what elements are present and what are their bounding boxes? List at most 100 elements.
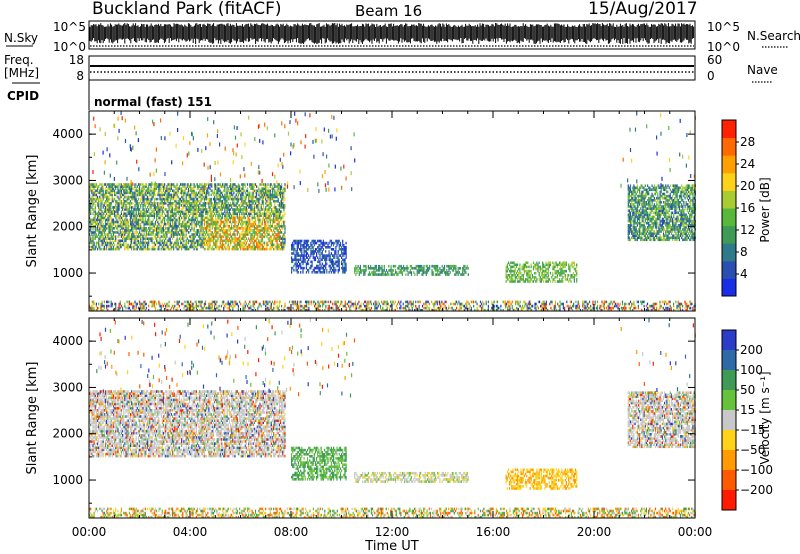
power-echo-cell (217, 227, 219, 230)
power-echo-cell (141, 195, 143, 199)
power-echo-cell (191, 208, 193, 211)
power-echo-cell (231, 214, 233, 218)
power-echo-cell (194, 218, 196, 222)
power-echo-cell (111, 247, 113, 251)
power-echo-cell (91, 241, 93, 245)
power-echo-cell (203, 191, 205, 195)
power-echo-cell (246, 231, 249, 234)
power-echo-cell (233, 208, 235, 211)
power-echo-cell (174, 218, 176, 222)
power-echo-cell (214, 227, 216, 230)
power-echo-cell (234, 218, 236, 222)
power-echo-cell (104, 237, 107, 240)
power-echo-cell (215, 224, 217, 228)
power-echo-cell (243, 195, 245, 199)
power-echo-cell (110, 227, 112, 230)
power-echo-cell (355, 269, 357, 272)
power-echo-cell (211, 235, 213, 238)
power-echo-cell (176, 237, 178, 240)
power-echo-cell (129, 189, 132, 193)
power-echo-cell (278, 204, 280, 207)
power-echo-cell (276, 208, 278, 211)
power-echo-cell (132, 220, 134, 224)
power-echo-cell (296, 271, 298, 274)
power-echo-cell (89, 245, 91, 249)
power-echo-cell (216, 233, 218, 236)
power-echo-cell (370, 273, 372, 276)
power-echo-cell (342, 241, 344, 245)
power-echo-cell (274, 247, 276, 251)
power-echo-cell (173, 227, 175, 230)
power-echo-cell (243, 231, 245, 234)
power-echo-cell (174, 185, 176, 188)
power-echo-cell (132, 237, 134, 240)
power-echo-cell (217, 191, 219, 195)
power-echo-cell (260, 229, 262, 232)
power-echo-cell (259, 189, 261, 193)
power-echo-cell (277, 218, 279, 222)
power-echo-cell (308, 248, 310, 251)
power-echo-cell (125, 239, 127, 243)
power-echo-cell (176, 243, 178, 247)
power-echo-cell (237, 224, 239, 228)
power-echo-cell (216, 247, 218, 251)
power-echo-cell (245, 227, 247, 230)
power-echo-cell (181, 222, 183, 226)
power-echo-cell (126, 183, 128, 186)
power-echo-cell (185, 233, 187, 236)
power-echo-cell (185, 245, 187, 249)
power-echo-cell (131, 191, 133, 195)
power-echo-cell (253, 199, 255, 203)
power-echo-cell (201, 224, 203, 228)
power-echo-cell (177, 191, 179, 195)
power-echo-cell (258, 231, 260, 234)
power-echo-cell (97, 218, 99, 222)
power-echo-cell (178, 237, 180, 240)
power-echo-cell (133, 237, 135, 240)
power-echo-cell (193, 233, 195, 236)
power-echo-cell (131, 212, 133, 215)
power-echo-cell (149, 233, 151, 236)
power-echo-cell (102, 216, 104, 220)
power-echo-cell (206, 189, 208, 193)
power-echo-cell (182, 206, 184, 209)
power-echo-cell (338, 262, 340, 266)
power-echo-cell (149, 191, 151, 195)
power-echo-cell (207, 243, 209, 247)
power-echo-cell (176, 202, 178, 205)
power-echo-cell (159, 218, 161, 222)
power-echo-cell (182, 195, 184, 199)
power-echo-cell (100, 202, 102, 205)
power-echo-cell (204, 195, 207, 199)
power-echo-cell (169, 193, 171, 197)
power-echo-cell (122, 224, 124, 228)
power-echo-cell (99, 224, 101, 228)
power-echo-cell (104, 195, 107, 199)
power-echo-cell (233, 210, 235, 213)
power-echo-cell (162, 210, 165, 213)
power-echo-cell (153, 227, 155, 230)
power-echo-cell (295, 268, 297, 272)
power-echo-cell (181, 187, 183, 190)
power-echo-cell (98, 237, 100, 240)
power-echo-cell (241, 214, 243, 218)
power-echo-cell (217, 197, 219, 201)
power-echo-cell (251, 224, 253, 228)
power-echo-cell (108, 241, 110, 245)
power-echo-cell (270, 241, 272, 245)
power-echo-cell (134, 185, 136, 188)
power-echo-cell (91, 189, 93, 193)
power-echo-cell (305, 266, 307, 270)
power-echo-cell (234, 239, 236, 243)
power-echo-cell (117, 210, 119, 213)
power-echo-cell (215, 231, 217, 234)
power-echo-cell (259, 214, 261, 218)
power-echo-cell (235, 220, 237, 224)
power-echo-cell (133, 241, 135, 245)
power-echo-cell (338, 254, 340, 257)
power-echo-cell (89, 195, 91, 199)
power-echo-cell (193, 247, 195, 251)
power-echo-cell (103, 208, 105, 211)
power-echo-cell (234, 222, 236, 226)
power-echo-cell (142, 247, 144, 251)
